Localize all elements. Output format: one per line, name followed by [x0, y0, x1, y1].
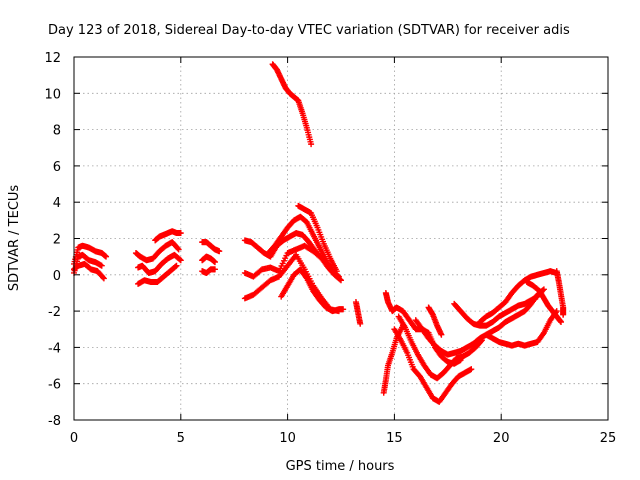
data-point: [560, 311, 567, 318]
series-seg-00b: [71, 251, 105, 276]
series-seg-09b: [265, 213, 342, 280]
series-seg-14a: [380, 322, 406, 396]
series-seg-08b: [241, 242, 325, 280]
chart-title: Day 123 of 2018, Sidereal Day-to-day VTE…: [48, 23, 570, 38]
series-seg-10b: [295, 202, 340, 275]
data-point: [335, 273, 342, 280]
data-point: [99, 274, 106, 281]
axis-ticks: 0 5 10 15 20 25 -8 -6 -4 -2 0 2 4 6 8 10 12: [44, 51, 616, 446]
y-tick-label: 2: [53, 233, 61, 248]
x-tick-label: 10: [279, 431, 296, 446]
data-point: [540, 286, 547, 293]
data-point: [211, 259, 218, 266]
series-seg-03c: [135, 262, 180, 287]
data-point: [334, 272, 341, 279]
data-point: [176, 256, 183, 263]
series-seg-15b: [395, 313, 485, 382]
data-point: [172, 263, 179, 270]
series-seg-09a: [269, 61, 315, 148]
series-seg-06b: [199, 253, 218, 266]
y-tick-label: 10: [44, 87, 61, 102]
data-point: [357, 320, 364, 327]
data-point: [302, 274, 309, 281]
series-seg-18a: [451, 293, 541, 329]
data-point: [177, 230, 184, 237]
data-point: [340, 306, 347, 313]
series-seg-16b: [425, 304, 445, 338]
series-seg-22a: [553, 268, 567, 318]
data-marks: [71, 61, 567, 405]
series-seg-04a: [152, 228, 184, 244]
series-seg-19b: [483, 308, 560, 349]
data-point: [211, 266, 218, 273]
data-point: [174, 245, 181, 252]
series-seg-13a: [352, 299, 364, 327]
series-seg-19a: [476, 268, 560, 325]
data-point: [216, 248, 223, 255]
data-point: [468, 366, 475, 373]
y-tick-label: 0: [53, 269, 61, 284]
data-point: [338, 277, 344, 284]
series-seg-06a: [199, 239, 223, 255]
x-tick-label: 0: [70, 431, 78, 446]
y-tick-label: 12: [44, 51, 61, 66]
data-point: [103, 253, 110, 260]
y-tick-label: -2: [48, 305, 61, 320]
y-tick-label: -6: [48, 378, 61, 393]
data-point: [558, 318, 565, 325]
data-point: [333, 268, 340, 275]
series-seg-00c: [71, 260, 107, 282]
x-tick-label: 20: [493, 431, 510, 446]
series-seg-10a: [278, 266, 347, 315]
data-point: [534, 293, 541, 300]
y-tick-label: 4: [53, 196, 61, 211]
data-point: [100, 275, 107, 282]
x-axis-label: GPS time / hours: [286, 459, 395, 474]
data-point: [173, 262, 180, 269]
data-point: [98, 262, 105, 269]
data-point: [177, 257, 184, 264]
data-point: [175, 246, 182, 253]
data-point: [308, 141, 315, 148]
y-axis-label: SDTVAR / TECUs: [7, 185, 22, 292]
y-tick-label: 8: [53, 124, 61, 139]
series-seg-03a: [132, 239, 182, 264]
y-tick-label: 6: [53, 160, 61, 175]
x-tick-label: 15: [386, 431, 403, 446]
series-seg-06c: [199, 266, 218, 276]
x-tick-label: 25: [600, 431, 617, 446]
data-point: [337, 276, 344, 283]
series-seg-03b: [135, 251, 184, 276]
y-tick-label: -4: [48, 341, 61, 356]
series-seg-21a: [523, 279, 565, 325]
series-seg-15a: [391, 326, 475, 405]
data-point: [438, 331, 445, 338]
x-tick-label: 5: [177, 431, 185, 446]
y-tick-label: -8: [48, 414, 61, 429]
data-point: [540, 331, 547, 338]
